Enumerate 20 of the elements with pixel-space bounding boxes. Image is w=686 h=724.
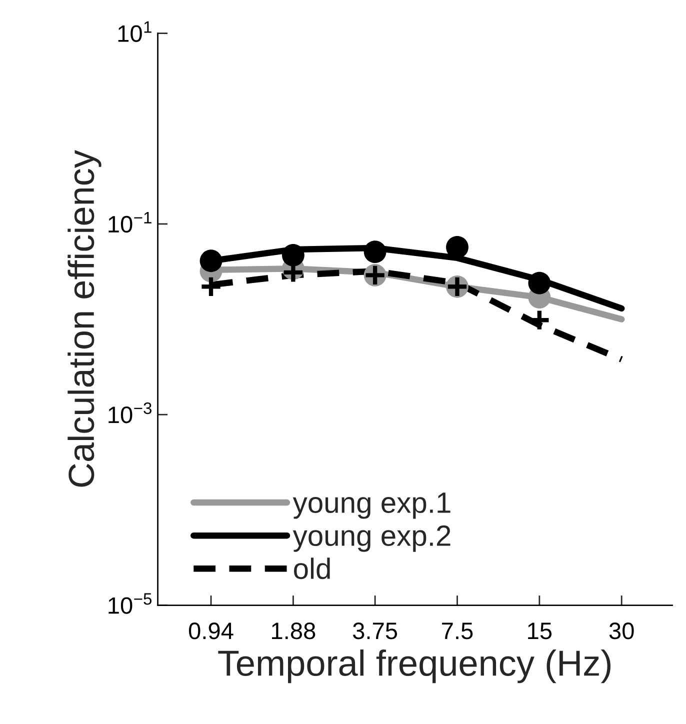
x-tick-label: 15 bbox=[528, 622, 552, 640]
legend-label: old bbox=[294, 558, 330, 580]
point bbox=[528, 272, 551, 294]
y-tick-label: 10$^{−5}$ bbox=[108, 593, 152, 614]
y-axis-title: Calculation efficiency bbox=[68, 150, 102, 487]
point bbox=[282, 244, 304, 266]
legend-label: young exp.2 bbox=[292, 525, 450, 552]
x-tick-label: 3.75 bbox=[352, 622, 398, 640]
x-tick-label: 7.5 bbox=[442, 622, 473, 640]
x-tick-label: 0.94 bbox=[188, 622, 234, 640]
point bbox=[446, 236, 468, 258]
y-tick-label: 10$^{1}$ bbox=[118, 21, 152, 42]
legend-label: young exp.1 bbox=[292, 492, 450, 519]
x-tick-label: 30 bbox=[609, 622, 634, 640]
x-axis-title: Temporal frequency (Hz) bbox=[218, 649, 610, 684]
point bbox=[200, 250, 222, 272]
point bbox=[364, 240, 386, 264]
y-tick-label: 10$^{−1}$ bbox=[108, 212, 152, 233]
x-tick-label: 1.88 bbox=[272, 622, 316, 640]
y-tick-label: 10$^{−3}$ bbox=[108, 402, 152, 424]
